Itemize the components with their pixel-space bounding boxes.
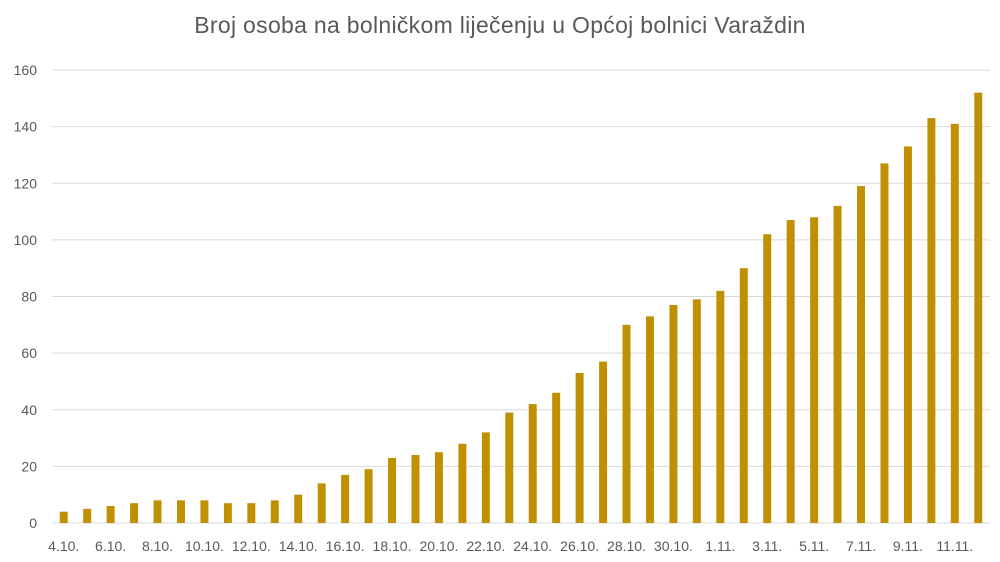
x-tick-label: 26.10. xyxy=(560,538,599,554)
gridlines xyxy=(52,69,990,524)
bar-17-10 xyxy=(364,469,373,523)
x-tick-label: 1.11. xyxy=(705,538,735,554)
x-tick-label: 8.10. xyxy=(142,538,173,554)
x-tick-label: 11.11. xyxy=(936,538,973,554)
y-tick-label: 60 xyxy=(21,345,37,361)
bar-20-10 xyxy=(434,452,443,523)
bar-10-11 xyxy=(927,118,936,523)
bar-4-10 xyxy=(59,511,68,523)
bar-2-11 xyxy=(739,268,748,523)
bar-19-10 xyxy=(411,455,420,523)
x-tick-label: 20.10. xyxy=(419,538,458,554)
bar-8-11 xyxy=(880,163,889,523)
x-tick-label: 12.10. xyxy=(232,538,271,554)
bar-25-10 xyxy=(552,392,561,523)
x-tick-label: 22.10. xyxy=(466,538,505,554)
bar-7-10 xyxy=(130,503,139,523)
bar-24-10 xyxy=(528,404,537,523)
bar-31-10 xyxy=(692,299,701,523)
bar-6-11 xyxy=(833,205,842,523)
bar-27-10 xyxy=(599,361,608,523)
bars xyxy=(59,92,983,524)
x-axis-ticks: 4.10. 6.10. 8.10. 10.10. 12.10. 14.10. 16.10. 1… xyxy=(48,538,973,554)
y-tick-label: 80 xyxy=(21,289,37,305)
bar-30-10 xyxy=(669,304,678,523)
bar-16-10 xyxy=(341,474,350,523)
bar-3-11 xyxy=(763,234,772,523)
bar-13-10 xyxy=(270,500,279,523)
y-tick-label: 120 xyxy=(14,175,38,191)
y-axis-ticks: 0 20 40 60 80 100 120 140 160 xyxy=(14,62,38,531)
y-tick-label: 140 xyxy=(14,119,38,135)
y-tick-label: 160 xyxy=(14,62,38,78)
bar-26-10 xyxy=(575,372,584,523)
bar-9-10 xyxy=(176,500,185,523)
x-tick-label: 5.11. xyxy=(799,538,829,554)
x-tick-label: 6.10. xyxy=(95,538,126,554)
x-tick-label: 14.10. xyxy=(279,538,318,554)
x-tick-label: 16.10. xyxy=(326,538,365,554)
y-tick-label: 40 xyxy=(21,402,37,418)
bar-21-10 xyxy=(458,443,467,523)
bar-5-10 xyxy=(83,508,92,523)
x-tick-label: 30.10. xyxy=(654,538,693,554)
x-tick-label: 4.10. xyxy=(48,538,79,554)
bar-18-10 xyxy=(388,457,397,523)
bar-7-11 xyxy=(857,186,866,524)
bar-28-10 xyxy=(622,324,631,523)
bar-14-10 xyxy=(294,494,303,523)
x-tick-label: 18.10. xyxy=(373,538,412,554)
x-tick-label: 24.10. xyxy=(513,538,552,554)
bar-29-10 xyxy=(645,316,654,523)
x-tick-label: 9.11. xyxy=(893,538,923,554)
bar-15-10 xyxy=(317,483,326,523)
y-tick-label: 0 xyxy=(29,515,37,531)
bar-8-10 xyxy=(153,500,162,523)
x-tick-label: 3.11. xyxy=(752,538,782,554)
bar-11-11 xyxy=(950,123,959,523)
bar-23-10 xyxy=(505,412,514,523)
x-tick-label: 28.10. xyxy=(607,538,646,554)
bar-5-11 xyxy=(810,217,819,523)
x-tick-label: 7.11. xyxy=(846,538,876,554)
bar-4-11 xyxy=(786,220,795,523)
bar-22-10 xyxy=(481,432,490,523)
bar-1-11 xyxy=(716,290,725,523)
bar-6-10 xyxy=(106,506,115,523)
y-tick-label: 100 xyxy=(14,232,38,248)
bar-12-11 xyxy=(974,92,983,524)
x-tick-label: 10.10. xyxy=(185,538,224,554)
bar-12-10 xyxy=(247,503,256,523)
chart-title: Broj osoba na bolničkom liječenju u Općo… xyxy=(194,12,806,38)
bar-10-10 xyxy=(200,500,209,523)
y-tick-label: 20 xyxy=(21,458,37,474)
bar-11-10 xyxy=(223,503,232,523)
bar-9-11 xyxy=(903,146,912,523)
